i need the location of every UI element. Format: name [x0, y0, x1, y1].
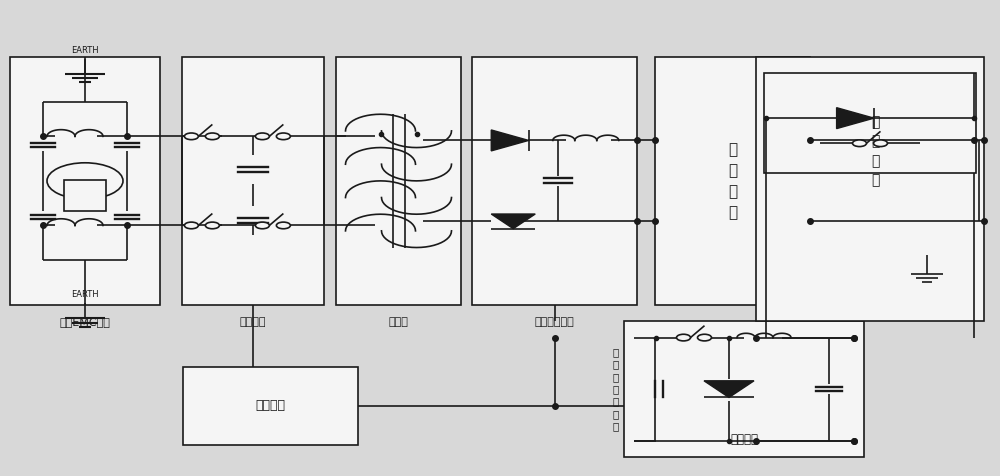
- Text: 控制電路: 控制電路: [255, 399, 286, 412]
- Circle shape: [874, 140, 888, 147]
- FancyBboxPatch shape: [655, 57, 810, 305]
- Text: EARTH: EARTH: [71, 46, 99, 55]
- Polygon shape: [837, 108, 874, 129]
- Circle shape: [205, 222, 219, 229]
- Circle shape: [255, 222, 269, 229]
- FancyBboxPatch shape: [624, 321, 864, 457]
- Text: 輸入EMC濾波: 輸入EMC濾波: [60, 317, 110, 327]
- Text: 蓄
電
池
充
電
模
塊: 蓄 電 池 充 電 模 塊: [613, 347, 619, 431]
- Text: 防雷濾波: 防雷濾波: [240, 317, 266, 327]
- FancyBboxPatch shape: [336, 57, 461, 305]
- Text: EARTH: EARTH: [71, 290, 99, 299]
- Circle shape: [276, 222, 290, 229]
- Circle shape: [205, 133, 219, 139]
- Polygon shape: [491, 130, 529, 151]
- FancyBboxPatch shape: [64, 180, 106, 211]
- Polygon shape: [704, 381, 754, 397]
- FancyBboxPatch shape: [472, 57, 637, 305]
- Polygon shape: [491, 214, 535, 228]
- Text: 變壓器: 變壓器: [389, 317, 408, 327]
- Text: 用
電
設
備: 用 電 設 備: [728, 142, 737, 220]
- FancyBboxPatch shape: [764, 73, 976, 173]
- Circle shape: [852, 140, 866, 147]
- FancyBboxPatch shape: [756, 57, 984, 321]
- Circle shape: [184, 133, 198, 139]
- FancyBboxPatch shape: [182, 57, 324, 305]
- Circle shape: [276, 133, 290, 139]
- Circle shape: [255, 133, 269, 139]
- Text: 整流濾波模塊: 整流濾波模塊: [535, 317, 574, 327]
- Circle shape: [676, 334, 690, 341]
- FancyBboxPatch shape: [10, 57, 160, 305]
- Text: 接
口
模
塊: 接 口 模 塊: [871, 115, 879, 188]
- Circle shape: [184, 222, 198, 229]
- Circle shape: [697, 334, 711, 341]
- FancyBboxPatch shape: [183, 367, 358, 445]
- Text: 充電電路: 充電電路: [730, 434, 758, 446]
- Circle shape: [47, 163, 123, 199]
